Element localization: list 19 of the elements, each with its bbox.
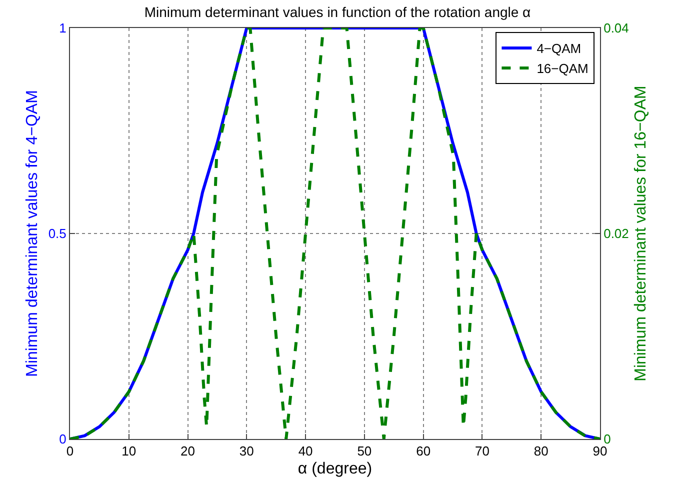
x-tick-label: 10 [122,444,136,459]
x-tick-label: 20 [180,444,196,459]
y-tick-label: 0 [59,432,66,447]
y-tick-label: 0.5 [48,226,66,242]
legend-label: 16−QAM [536,61,588,76]
x-axis-title: α (degree) [298,460,372,478]
y2-axis-title: Minimum determinant values for 16−QAM [632,86,650,382]
x-tick-label: 50 [357,444,372,459]
x-tick-label: 30 [239,444,254,459]
y-tick-label: 1 [59,20,66,36]
chart-title: Minimum determinant values in function of the rotation angle α [144,4,531,20]
x-tick-label: 80 [534,444,548,459]
y2-tick-label: 0.04 [604,20,629,36]
x-tick-label: 60 [416,444,431,459]
y-axis-title: Minimum determinant values for 4−QAM [24,90,42,377]
x-tick-label: 40 [298,444,313,459]
x-tick-label: 70 [474,444,490,459]
y2-tick-label: 0.02 [604,226,629,242]
legend-label: 4−QAM [536,41,582,56]
